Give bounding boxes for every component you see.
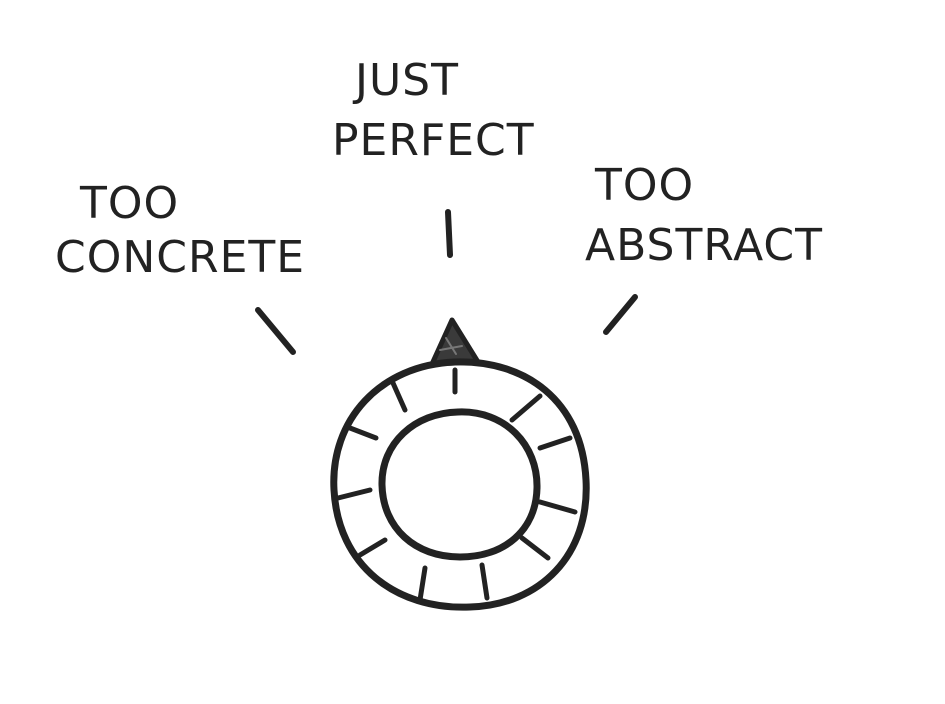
grip-tick [390, 380, 408, 413]
dial-pointer-hatching [439, 337, 463, 355]
label-too-concrete: TOO CONCRETE [55, 178, 305, 283]
grip-tick [537, 499, 578, 515]
dial-pointer [429, 317, 481, 367]
tick-mark-left [255, 307, 296, 355]
dial-outer-ring [330, 358, 590, 611]
label-too-abstract-line2: ABSTRACT [585, 220, 823, 271]
dial-knob [330, 317, 590, 611]
grip-tick [357, 537, 388, 558]
label-too-concrete-line1: TOO [79, 178, 179, 229]
grip-tick [335, 487, 373, 501]
grip-tick [537, 435, 573, 451]
grip-tick [479, 562, 490, 601]
label-too-abstract: TOO ABSTRACT [585, 160, 823, 271]
tick-mark-center [445, 209, 453, 258]
label-just-perfect: JUST PERFECT [332, 55, 535, 166]
grip-tick [519, 535, 551, 561]
dial-inner-ring [378, 408, 541, 561]
label-just-perfect-line2: PERFECT [332, 115, 535, 166]
label-too-concrete-line2: CONCRETE [55, 232, 305, 283]
grip-tick [347, 425, 379, 441]
dial-grip-ticks [335, 367, 578, 603]
grip-tick [417, 565, 428, 603]
grip-tick [509, 393, 543, 423]
tick-mark-right [603, 294, 638, 335]
label-just-perfect-line1: JUST [352, 55, 459, 106]
label-too-abstract-line1: TOO [594, 160, 694, 211]
